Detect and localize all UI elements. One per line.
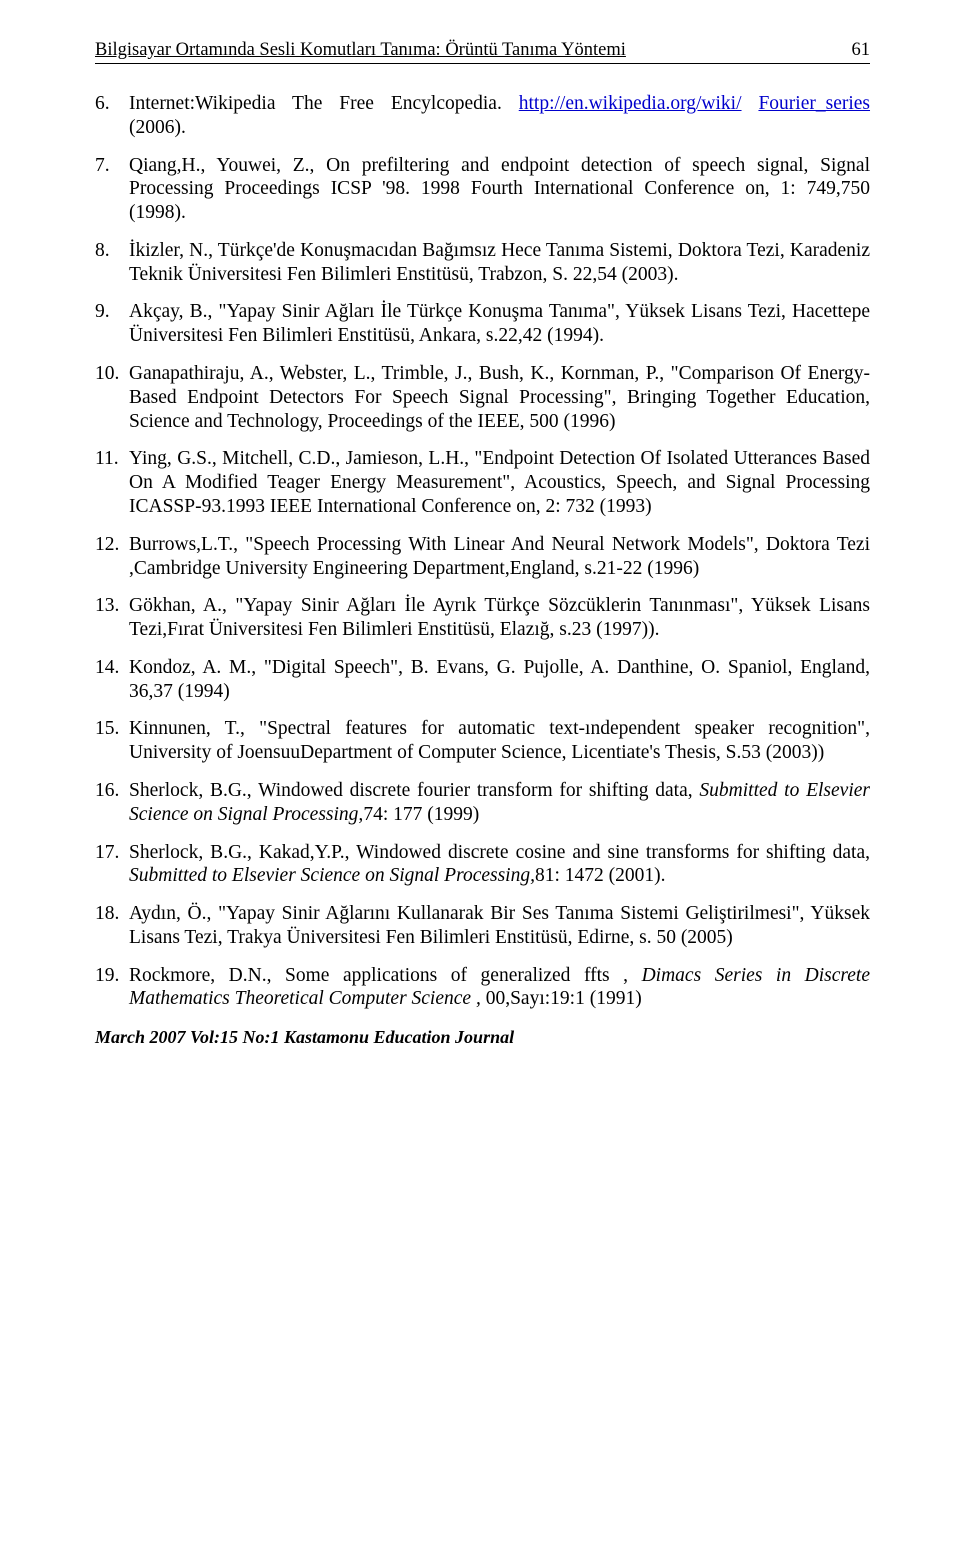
reference-item: İkizler, N., Türkçe'de Konuşmacıdan Bağı… [95, 239, 870, 287]
running-title: Bilgisayar Ortamında Sesli Komutları Tan… [95, 40, 626, 61]
page-header: Bilgisayar Ortamında Sesli Komutları Tan… [95, 40, 870, 64]
reference-text: 00,Sayı:19:1 (1991) [486, 988, 642, 1009]
reference-text: 81: 1472 (2001). [535, 865, 666, 886]
reference-text: Qiang,H., Youwei, Z., On prefiltering an… [129, 155, 870, 224]
reference-text: Sherlock, B.G., Kakad,Y.P., Windowed dis… [129, 842, 870, 863]
reference-item: Sherlock, B.G., Kakad,Y.P., Windowed dis… [95, 841, 870, 889]
reference-text: (2006). [129, 117, 186, 138]
reference-item: Sherlock, B.G., Windowed discrete fourie… [95, 779, 870, 827]
reference-text: Akçay, B., "Yapay Sinir Ağları İle Türkç… [129, 301, 870, 346]
reference-text: Rockmore, D.N., Some applications of gen… [129, 965, 642, 986]
reference-text: Kondoz, A. M., "Digital Speech", B. Evan… [129, 657, 870, 702]
reference-text: Internet:Wikipedia The Free Encylcopedia… [129, 93, 519, 114]
references-list: Internet:Wikipedia The Free Encylcopedia… [95, 92, 870, 1011]
reference-text: Ganapathiraju, A., Webster, L., Trimble,… [129, 363, 870, 432]
reference-link[interactable]: Fourier_series [758, 93, 870, 114]
reference-item: Qiang,H., Youwei, Z., On prefiltering an… [95, 154, 870, 225]
reference-text: Aydın, Ö., "Yapay Sinir Ağlarını Kullana… [129, 903, 870, 948]
reference-item: Internet:Wikipedia The Free Encylcopedia… [95, 92, 870, 140]
reference-item: Kinnunen, T., "Spectral features for aut… [95, 717, 870, 765]
reference-text: Ying, G.S., Mitchell, C.D., Jamieson, L.… [129, 448, 870, 517]
reference-text: İkizler, N., Türkçe'de Konuşmacıdan Bağı… [129, 240, 870, 285]
reference-item: Aydın, Ö., "Yapay Sinir Ağlarını Kullana… [95, 902, 870, 950]
reference-italic: Submitted to Elsevier Science on Signal … [129, 865, 535, 886]
reference-item: Gökhan, A., "Yapay Sinir Ağları İle Ayrı… [95, 594, 870, 642]
reference-text: Sherlock, B.G., Windowed discrete fourie… [129, 780, 699, 801]
reference-text: 74: 177 (1999) [363, 804, 479, 825]
reference-item: Akçay, B., "Yapay Sinir Ağları İle Türkç… [95, 300, 870, 348]
reference-text: Kinnunen, T., "Spectral features for aut… [129, 718, 870, 763]
reference-text: Burrows,L.T., "Speech Processing With Li… [129, 534, 870, 579]
reference-item: Ying, G.S., Mitchell, C.D., Jamieson, L.… [95, 447, 870, 518]
reference-link[interactable]: http://en.wikipedia.org/wiki/ [519, 93, 742, 114]
reference-item: Rockmore, D.N., Some applications of gen… [95, 964, 870, 1012]
journal-footer: March 2007 Vol:15 No:1 Kastamonu Educati… [95, 1027, 870, 1048]
reference-item: Burrows,L.T., "Speech Processing With Li… [95, 533, 870, 581]
reference-item: Ganapathiraju, A., Webster, L., Trimble,… [95, 362, 870, 433]
page-number: 61 [852, 40, 871, 61]
reference-text: Gökhan, A., "Yapay Sinir Ağları İle Ayrı… [129, 595, 870, 640]
reference-item: Kondoz, A. M., "Digital Speech", B. Evan… [95, 656, 870, 704]
